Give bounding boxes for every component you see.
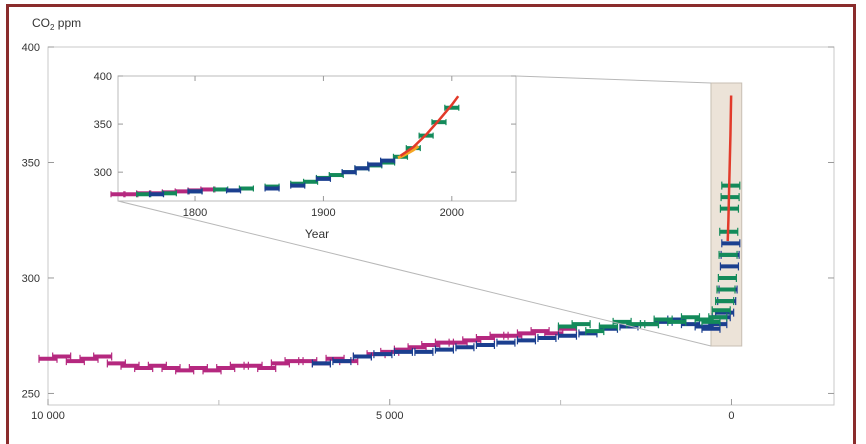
main-point-blue	[352, 352, 372, 361]
main-point-green	[711, 306, 731, 315]
main-point-blue	[516, 336, 537, 345]
inset-x-tick-label: 2000	[440, 207, 464, 219]
main-point-green	[717, 273, 737, 282]
main-point-blue	[557, 331, 578, 340]
main-point-green	[571, 320, 591, 329]
main-point-blue	[455, 343, 475, 352]
inset-point-blue	[290, 182, 306, 189]
inset-y-tick-label: 400	[94, 71, 112, 83]
inset-x-tick-label: 1900	[311, 207, 335, 219]
main-y-tick-label: 250	[22, 388, 40, 400]
inset-point-blue	[380, 157, 396, 164]
inset-x-tick-label: 1800	[183, 207, 207, 219]
main-point-blue	[537, 334, 557, 343]
main-point-green	[721, 181, 741, 190]
main-series-line-red	[726, 95, 733, 242]
main-point-blue	[719, 262, 740, 271]
main-y-axis-title: CO2 ppm	[32, 16, 81, 32]
inset-point-green	[431, 119, 447, 126]
main-x-tick-label: 0	[728, 410, 734, 422]
inset-point-green	[444, 104, 460, 111]
inset-y-tick-label: 300	[94, 167, 112, 179]
figure-frame	[6, 4, 856, 444]
main-point-blue	[311, 359, 331, 368]
main-point-green	[716, 285, 736, 294]
main-point-green	[708, 313, 728, 322]
main-y-tick-label: 300	[22, 273, 40, 285]
inset-point-blue	[225, 187, 242, 194]
inset-point-blue	[264, 185, 280, 192]
zoom-connector-top	[515, 75, 711, 84]
main-point-blue	[434, 345, 455, 354]
main-point-blue	[332, 357, 352, 366]
main-point-green	[718, 250, 738, 259]
inset-point-blue	[315, 175, 332, 182]
main-point-blue	[721, 239, 741, 248]
inset-y-tick-label: 350	[94, 119, 112, 131]
main-y-tick-label: 400	[22, 42, 40, 54]
co2-chart: CO2 ppm 250 300 350 400 10 000 5 000 0 300 350 4…	[22, 16, 835, 422]
main-plot-area	[47, 46, 835, 406]
main-point-magenta	[93, 352, 113, 361]
inset-series-line-red	[399, 95, 460, 157]
main-point-blue	[373, 350, 393, 359]
zoom-connector-bottom	[117, 200, 712, 347]
main-point-green	[715, 297, 735, 306]
main-point-blue	[475, 340, 496, 349]
main-point-blue	[496, 338, 516, 347]
inset-point-blue	[148, 191, 165, 198]
inset-point-blue	[187, 188, 203, 195]
main-x-tick-label: 5 000	[376, 410, 404, 422]
zoom-highlight-band	[710, 82, 743, 347]
main-point-blue	[393, 347, 414, 356]
main-y-tick-label: 350	[22, 157, 40, 169]
main-x-tick-label: 10 000	[31, 410, 65, 422]
main-point-blue	[414, 347, 434, 356]
inset-x-axis-title: Year	[305, 227, 329, 241]
